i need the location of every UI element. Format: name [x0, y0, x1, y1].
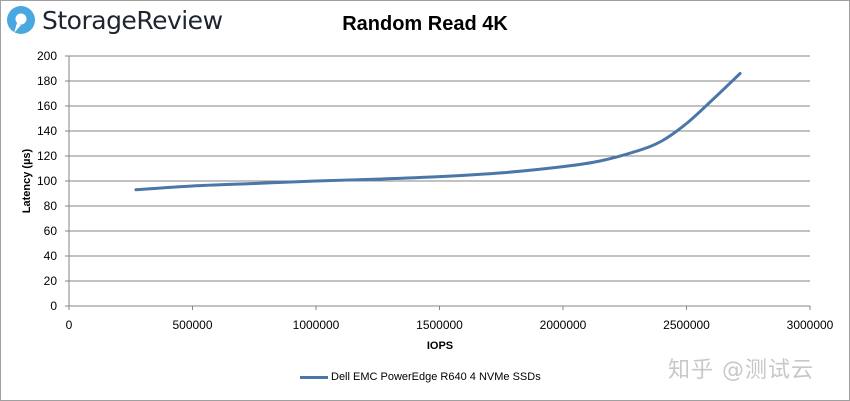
x-tick-label: 1500000 — [416, 318, 463, 332]
brand-name: StorageReview — [42, 5, 223, 35]
storagereview-logo-icon — [7, 6, 35, 34]
watermark: 知乎 @测试云 — [668, 358, 814, 383]
x-axis-ticks: 0 500000 1000000 1500000 2000000 2500000 30000… — [66, 306, 834, 332]
y-axis-ticks: 0 20 40 60 80 100 120 140 160 180 200 — [37, 49, 69, 313]
y-tick-label: 0 — [50, 299, 57, 313]
x-tick-label: 2000000 — [540, 318, 587, 332]
y-tick-label: 100 — [37, 174, 57, 188]
legend-label: Dell EMC PowerEdge R640 4 NVMe SSDs — [331, 371, 541, 383]
y-tick-label: 160 — [37, 99, 57, 113]
y-tick-label: 80 — [44, 199, 58, 213]
chart-title: Random Read 4K — [342, 13, 508, 35]
y-tick-label: 60 — [44, 224, 58, 238]
y-tick-label: 20 — [44, 274, 58, 288]
x-tick-label: 500000 — [172, 318, 212, 332]
y-tick-label: 140 — [37, 124, 57, 138]
storagereview-logo: StorageReview — [6, 2, 223, 38]
series-line — [134, 72, 742, 192]
y-tick-label: 180 — [37, 74, 57, 88]
legend: Dell EMC PowerEdge R640 4 NVMe SSDs — [300, 371, 541, 383]
y-axis-label: Latency (µs) — [21, 148, 33, 213]
y-tick-label: 40 — [44, 249, 58, 263]
x-tick-label: 3000000 — [787, 318, 834, 332]
x-tick-label: 2500000 — [663, 318, 710, 332]
legend-swatch — [300, 375, 328, 379]
y-tick-label: 200 — [37, 49, 57, 63]
y-tick-label: 120 — [37, 149, 57, 163]
x-axis-label: IOPS — [427, 340, 453, 352]
x-tick-label: 0 — [66, 318, 73, 332]
gridlines — [69, 55, 810, 282]
x-tick-label: 1000000 — [293, 318, 340, 332]
